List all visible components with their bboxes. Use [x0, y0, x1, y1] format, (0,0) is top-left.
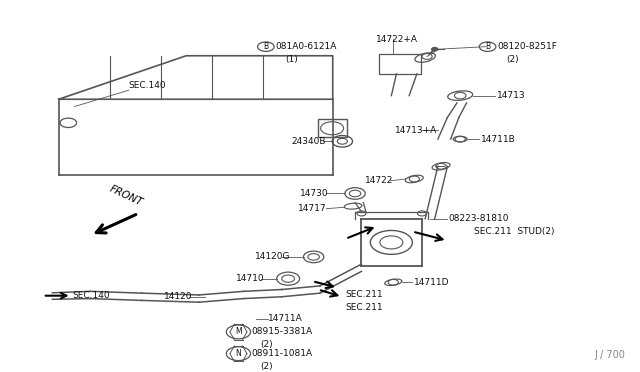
Text: 14711D: 14711D	[414, 278, 450, 287]
Text: 08911-1081A: 08911-1081A	[252, 349, 313, 358]
Text: M: M	[235, 327, 242, 336]
Text: (2): (2)	[507, 55, 519, 64]
Text: SEC.140: SEC.140	[129, 81, 166, 90]
Text: 14713+A: 14713+A	[395, 126, 438, 135]
Text: 14722+A: 14722+A	[376, 35, 418, 44]
Text: B: B	[263, 42, 268, 51]
Text: J / 700: J / 700	[594, 350, 625, 360]
Text: SEC.140: SEC.140	[73, 291, 110, 300]
Text: 14722: 14722	[365, 176, 393, 185]
Text: 08223-81810: 08223-81810	[449, 214, 509, 223]
Text: 08915-3381A: 08915-3381A	[252, 327, 313, 336]
Text: 24340B: 24340B	[291, 137, 326, 146]
Text: 14120: 14120	[164, 292, 193, 301]
Text: FRONT: FRONT	[108, 184, 144, 208]
Text: (1): (1)	[285, 55, 298, 64]
Text: SEC.211  STUD(2): SEC.211 STUD(2)	[474, 227, 555, 236]
Text: 08120-8251F: 08120-8251F	[498, 42, 557, 51]
Circle shape	[431, 47, 438, 51]
Bar	[318, 119, 347, 137]
Text: 14711A: 14711A	[268, 314, 303, 323]
Text: 14711B: 14711B	[481, 135, 515, 144]
Text: 14730: 14730	[300, 189, 328, 198]
Text: 14710: 14710	[236, 274, 264, 283]
Text: B: B	[485, 42, 490, 51]
Text: N: N	[236, 349, 241, 358]
Bar	[380, 54, 420, 74]
Text: (2): (2)	[260, 340, 273, 349]
Text: 081A0-6121A: 081A0-6121A	[275, 42, 337, 51]
Text: 14120G: 14120G	[255, 253, 291, 262]
Text: SEC.211: SEC.211	[346, 291, 383, 299]
Text: (2): (2)	[260, 362, 273, 371]
Text: 14717: 14717	[298, 204, 326, 213]
Text: 14713: 14713	[497, 91, 525, 100]
Text: SEC.211: SEC.211	[346, 303, 383, 312]
